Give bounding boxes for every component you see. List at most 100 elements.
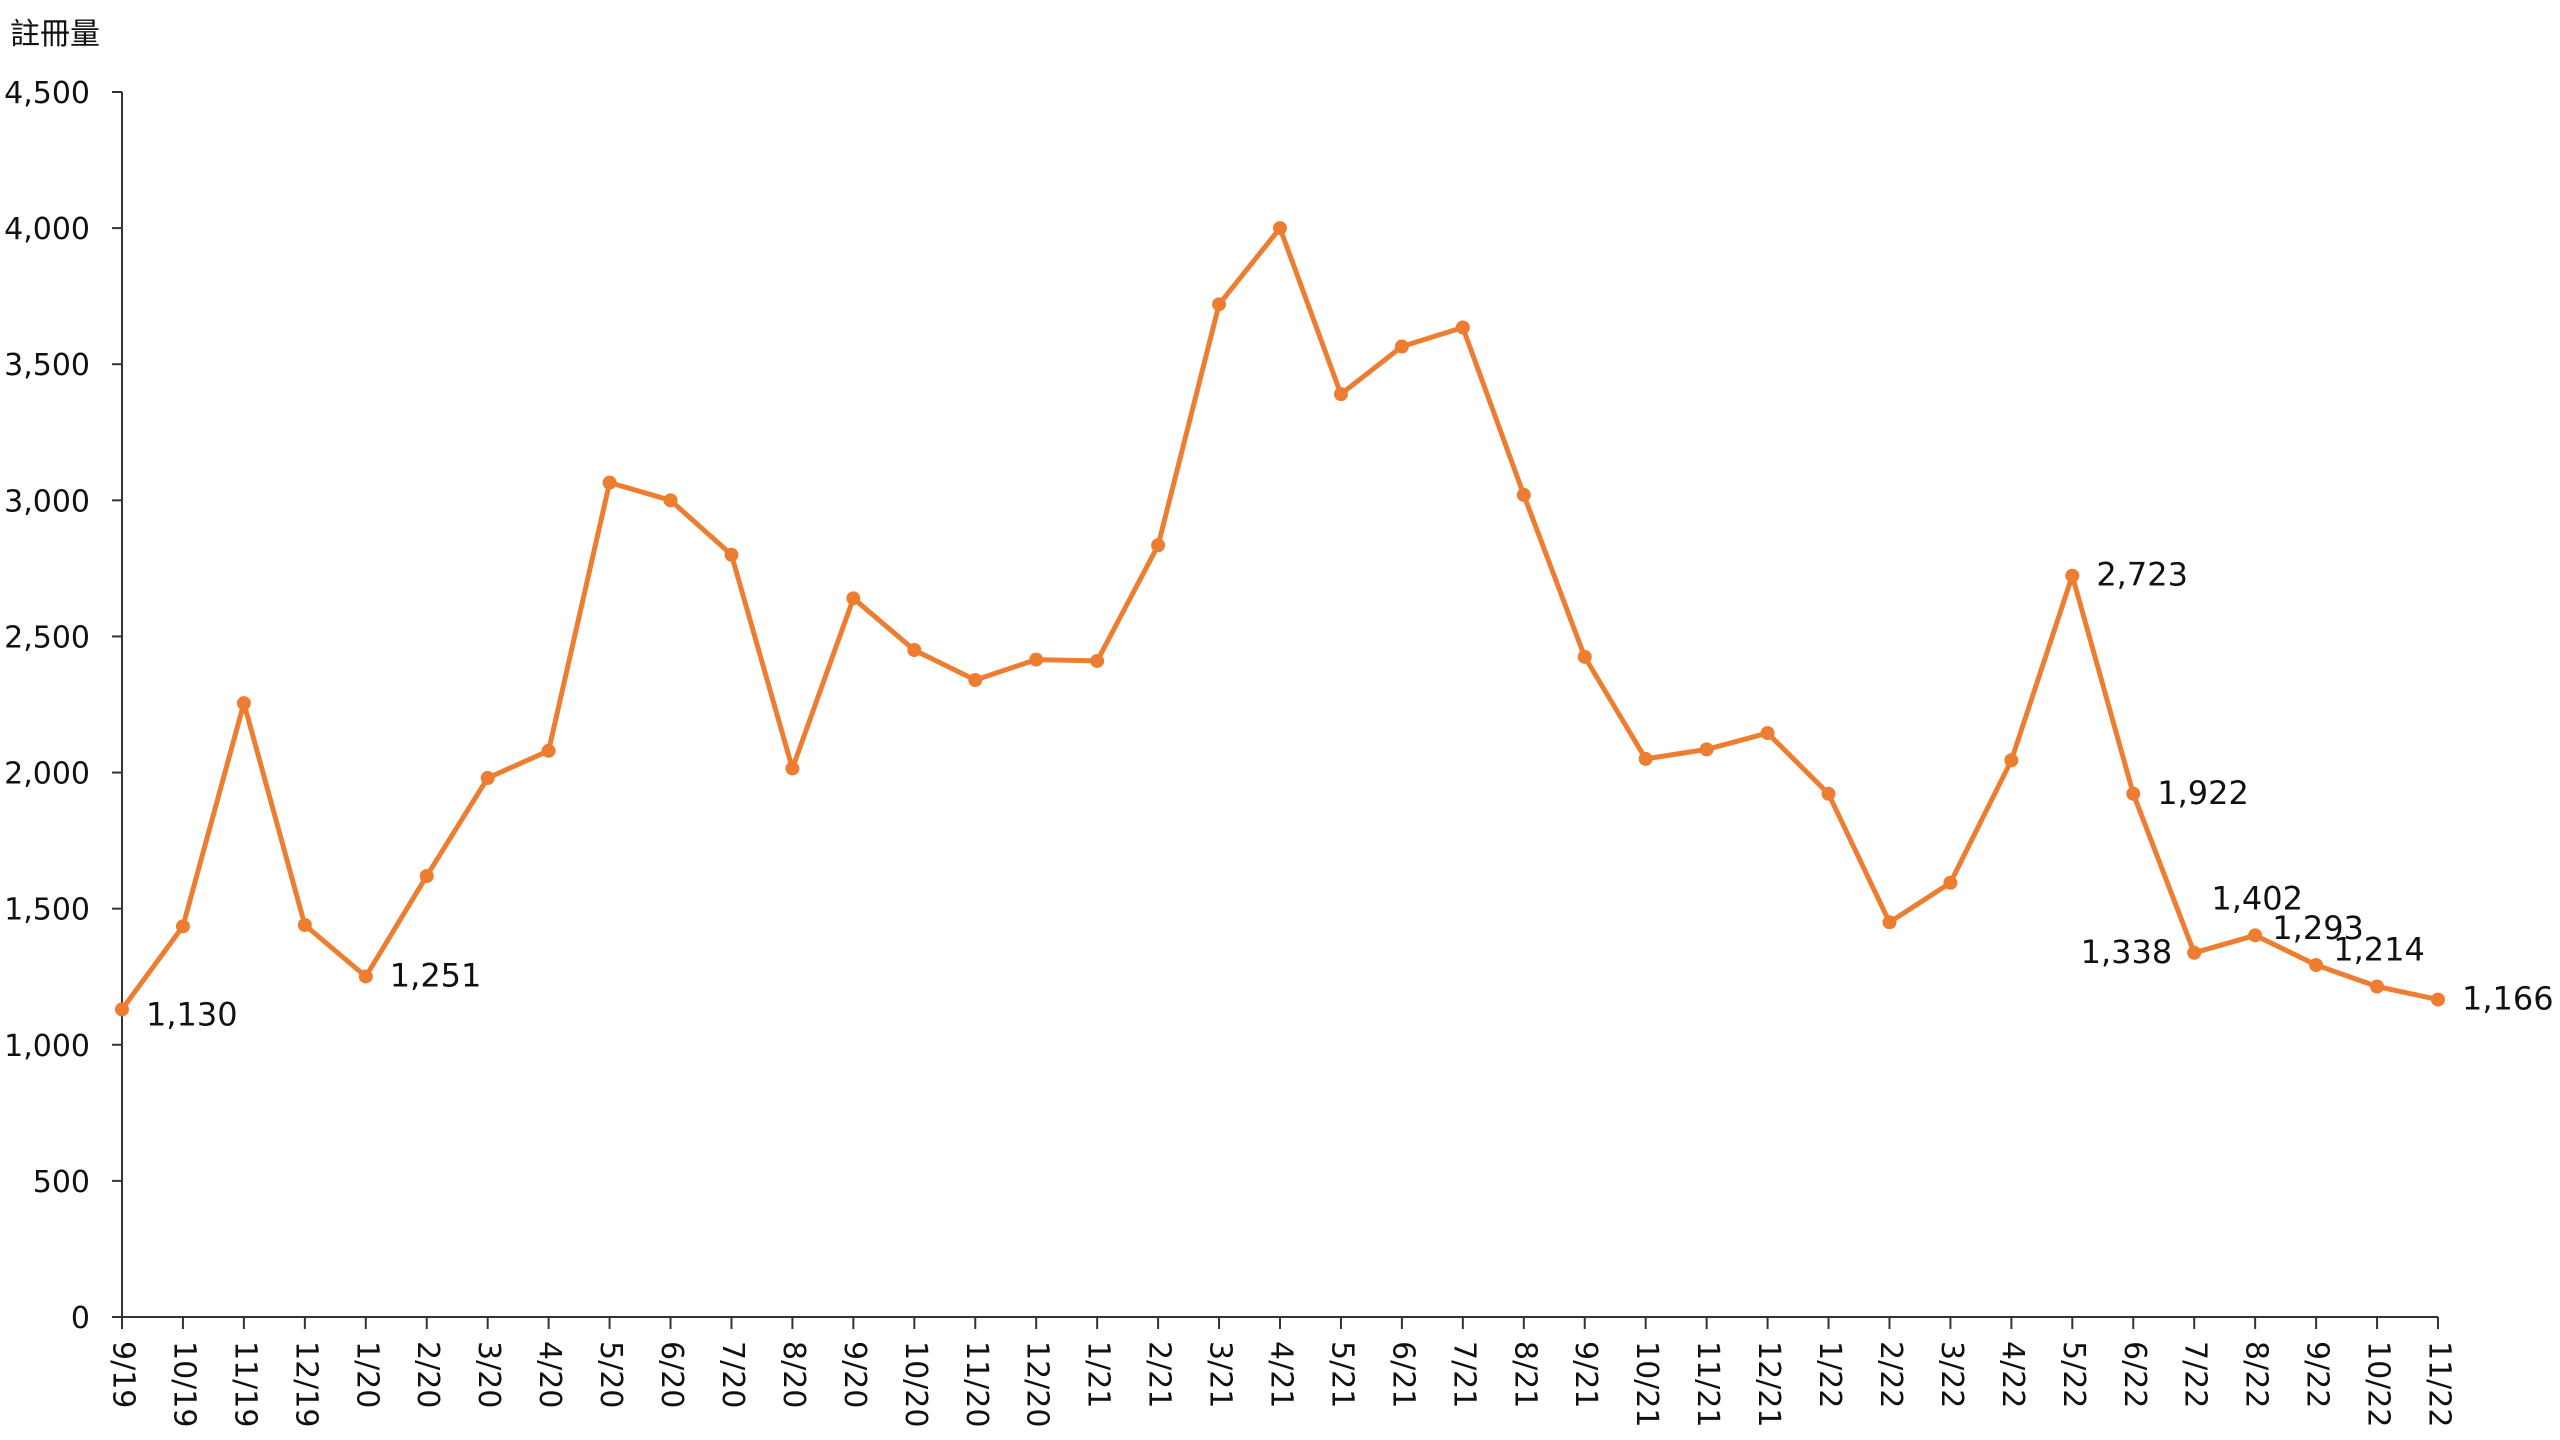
x-tick-label: 1/20: [349, 1341, 384, 1408]
x-tick-label: 7/20: [715, 1341, 750, 1408]
data-point: [1516, 487, 1531, 502]
x-tick-label: 11/22: [2422, 1341, 2457, 1427]
data-label: 2,723: [2096, 556, 2188, 594]
y-axis: 0 500 1,000 1,500 2,000 2,500 3,000 3,500 4,000 4…: [4, 76, 123, 1336]
x-tick-label: 10/22: [2361, 1341, 2396, 1427]
data-point: [1638, 751, 1653, 766]
x-tick-label: 3/22: [1934, 1341, 1969, 1408]
data-point: [1212, 297, 1227, 312]
data-label: 1,251: [390, 956, 482, 994]
x-tick-label: 2/21: [1142, 1341, 1177, 1408]
data-point: [968, 673, 983, 687]
data-label: 1,166: [2462, 980, 2554, 1018]
data-point: [1821, 786, 1836, 801]
data-point: [1455, 320, 1470, 335]
data-point: [2370, 979, 2385, 994]
y-tick-label: 2,500: [4, 620, 90, 655]
x-tick-label: 5/21: [1324, 1341, 1359, 1408]
data-point: [2431, 992, 2445, 1007]
data-label: 1,130: [146, 995, 238, 1033]
x-tick-label: 5/22: [2056, 1341, 2091, 1408]
x-tick-label: 6/21: [1385, 1341, 1420, 1408]
x-tick-label: 1/22: [1812, 1341, 1847, 1408]
y-tick-label: 1,500: [4, 893, 90, 928]
data-point: [907, 643, 922, 658]
data-point: [1943, 875, 1958, 890]
x-tick-label: 1/21: [1081, 1341, 1116, 1408]
x-tick-label: 8/20: [776, 1341, 811, 1408]
data-point: [297, 918, 312, 932]
x-tick-label: 4/20: [532, 1341, 567, 1408]
data-point: [1333, 387, 1348, 402]
data-point: [1882, 915, 1897, 930]
data-point: [1699, 742, 1714, 757]
y-tick-label: 0: [71, 1301, 90, 1336]
data-point: [602, 475, 617, 490]
y-tick-label: 500: [33, 1165, 90, 1200]
x-tick-label: 12/20: [1020, 1341, 1055, 1427]
x-tick-label: 3/20: [471, 1341, 506, 1408]
x-tick-label: 11/21: [1690, 1341, 1725, 1427]
data-points: [115, 221, 2445, 1017]
data-label: 1,402: [2211, 879, 2303, 917]
x-tick-label: 5/20: [593, 1341, 628, 1408]
data-point: [419, 869, 434, 883]
x-tick-label: 10/20: [898, 1341, 933, 1427]
x-tick-label: 7/21: [1446, 1341, 1481, 1408]
data-label: 1,922: [2157, 774, 2249, 812]
x-tick-label: 6/20: [654, 1341, 689, 1408]
x-tick-label: 11/19: [227, 1341, 262, 1427]
x-tick-label: 7/22: [2178, 1341, 2213, 1408]
data-label: 1,293: [2272, 909, 2364, 947]
x-tick-label: 9/19: [106, 1341, 141, 1408]
x-tick-label: 9/20: [837, 1341, 872, 1408]
y-tick-label: 3,000: [4, 484, 90, 519]
data-label: 1,214: [2333, 931, 2425, 969]
data-point: [480, 771, 495, 785]
y-tick-label: 4,500: [4, 76, 90, 111]
x-tick-label: 9/21: [1568, 1341, 1603, 1408]
data-point: [2065, 568, 2080, 583]
data-point: [2248, 928, 2263, 943]
x-tick-label: 8/22: [2239, 1341, 2274, 1408]
data-point: [1760, 726, 1775, 741]
data-point: [2187, 945, 2202, 960]
x-tick-label: 3/21: [1203, 1341, 1238, 1408]
data-point: [175, 919, 190, 934]
y-tick-label: 3,500: [4, 348, 90, 383]
x-tick-label: 6/22: [2117, 1341, 2152, 1408]
x-tick-label: 4/22: [1995, 1341, 2030, 1408]
data-point: [1273, 221, 1287, 236]
x-tick-label: 12/21: [1751, 1341, 1786, 1427]
y-tick-label: 4,000: [4, 212, 90, 247]
y-axis-title: 註冊量: [10, 17, 100, 52]
x-tick-label: 10/21: [1629, 1341, 1664, 1427]
x-tick-label: 11/20: [959, 1341, 994, 1427]
data-point: [785, 761, 800, 776]
data-labels: 1,130 1,251 2,723 1,922 1,338 1,4021,2931,214…: [146, 556, 2554, 1034]
data-point: [236, 696, 251, 711]
data-point: [541, 743, 556, 758]
data-point: [724, 547, 739, 562]
data-point: [1090, 653, 1105, 668]
data-point: [358, 969, 373, 984]
y-tick-label: 1,000: [4, 1029, 90, 1064]
series-line: [119, 225, 2441, 1012]
data-point: [115, 1002, 129, 1017]
data-point: [846, 591, 861, 606]
data-point: [1577, 649, 1592, 664]
data-point: [2126, 786, 2141, 801]
data-point: [1394, 339, 1409, 354]
data-point: [2004, 753, 2019, 768]
x-tick-label: 2/20: [410, 1341, 445, 1408]
data-point: [1029, 652, 1044, 667]
x-tick-label: 8/21: [1507, 1341, 1542, 1408]
y-tick-label: 2,000: [4, 757, 90, 792]
x-tick-label: 2/22: [1873, 1341, 1908, 1408]
data-label: 1,338: [2081, 933, 2173, 971]
data-point: [663, 493, 678, 508]
x-tick-label: 10/19: [166, 1341, 201, 1427]
data-point: [2309, 958, 2324, 973]
x-axis: 9/19 10/19 11/19 12/19 1/20 2/20 3/20 4/20 5/20 6…: [106, 1316, 2457, 1427]
